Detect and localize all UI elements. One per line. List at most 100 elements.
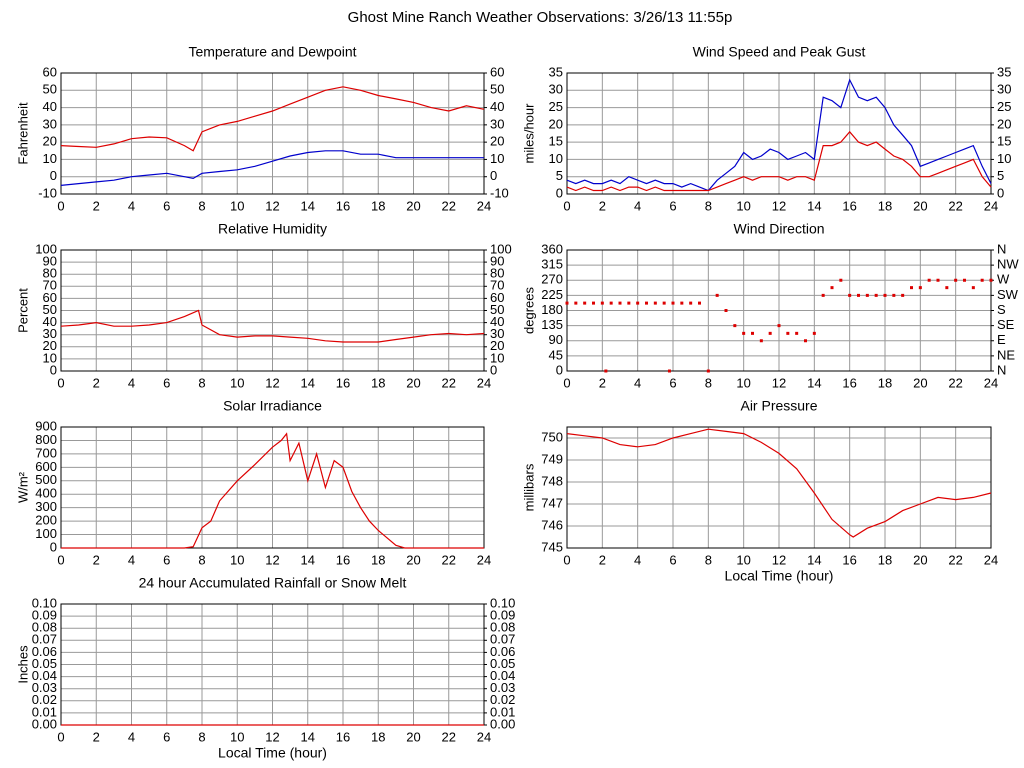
- y-tick-label: 400: [35, 486, 57, 501]
- y2-tick-label: 90: [490, 254, 504, 269]
- y2-tick-label: 25: [997, 99, 1011, 114]
- y2-tick-label: 40: [490, 314, 504, 329]
- x-tick-label: 20: [406, 729, 420, 744]
- y-tick-label: 748: [541, 473, 563, 488]
- y-tick-label: 0.03: [32, 680, 57, 695]
- chart-title: Wind Speed and Peak Gust: [693, 44, 866, 60]
- y-tick-label: -10: [38, 185, 57, 200]
- x-tick-label: 24: [984, 198, 998, 213]
- x-tick-label: 8: [198, 729, 205, 744]
- x-axis-label: Local Time (hour): [725, 568, 834, 584]
- x-tick-label: 2: [599, 198, 606, 213]
- x-tick-label: 2: [93, 375, 100, 390]
- y-tick-label: 80: [43, 266, 57, 281]
- x-axis-label: Local Time (hour): [218, 745, 327, 761]
- series-line: [60, 86, 485, 152]
- y-tick-label: 360: [541, 241, 563, 256]
- x-tick-label: 22: [948, 552, 962, 567]
- y-tick-label: 90: [43, 254, 57, 269]
- x-tick-label: 20: [913, 552, 927, 567]
- y2-tick-label: 30: [490, 116, 504, 131]
- x-tick-label: 22: [442, 552, 456, 567]
- point: [609, 301, 613, 305]
- y2-tick-label: 100: [490, 241, 512, 256]
- y2-tick-label: NE: [997, 347, 1015, 362]
- x-tick-label: 6: [163, 375, 170, 390]
- plot-frame: [60, 426, 485, 549]
- x-tick-label: 24: [477, 198, 491, 213]
- y-tick-label: 45: [549, 347, 563, 362]
- x-tick-label: 14: [301, 729, 315, 744]
- y-tick-label: 225: [541, 287, 563, 302]
- y2-tick-label: SE: [997, 317, 1015, 332]
- point: [865, 293, 869, 297]
- plot-frame: [60, 72, 485, 195]
- x-tick-label: 24: [984, 552, 998, 567]
- y-tick-label: 20: [549, 116, 563, 131]
- point: [874, 293, 878, 297]
- y-tick-label: 100: [35, 241, 57, 256]
- x-tick-label: 22: [442, 375, 456, 390]
- y-tick-label: 900: [35, 418, 57, 433]
- y-tick-label: 30: [43, 326, 57, 341]
- x-tick-label: 20: [913, 198, 927, 213]
- y-tick-label: 0.02: [32, 692, 57, 707]
- y-tick-label: 0: [50, 362, 57, 377]
- y-tick-label: 500: [35, 472, 57, 487]
- point: [618, 301, 622, 305]
- point: [592, 301, 595, 305]
- x-tick-label: 4: [128, 552, 135, 567]
- x-tick-label: 0: [563, 552, 570, 567]
- x-tick-label: 8: [198, 552, 205, 567]
- x-tick-label: 18: [371, 198, 385, 213]
- y-axis-label: millibars: [521, 463, 536, 511]
- x-tick-label: 14: [301, 552, 315, 567]
- point: [971, 286, 975, 290]
- y2-tick-label: 20: [490, 338, 504, 353]
- y2-tick-label: 60: [490, 290, 504, 305]
- x-tick-label: 8: [705, 198, 712, 213]
- y-tick-label: 5: [556, 168, 563, 183]
- plot-frame: [566, 426, 992, 549]
- x-tick-label: 4: [634, 375, 641, 390]
- y-tick-label: 0.06: [32, 644, 57, 659]
- x-tick-label: 10: [230, 552, 244, 567]
- y2-tick-label: 0: [997, 185, 1004, 200]
- point: [804, 339, 807, 343]
- y2-tick-label: 0.04: [490, 668, 515, 683]
- x-tick-label: 16: [336, 729, 350, 744]
- point: [883, 293, 887, 297]
- point: [777, 324, 781, 328]
- y2-tick-label: SW: [997, 287, 1019, 302]
- y-tick-label: 0.08: [32, 620, 57, 635]
- y-tick-label: 0: [50, 168, 57, 183]
- y2-tick-label: N: [997, 241, 1006, 256]
- x-tick-label: 8: [198, 198, 205, 213]
- x-tick-label: 8: [198, 375, 205, 390]
- y-tick-label: 10: [43, 151, 57, 166]
- y-tick-label: 746: [541, 517, 563, 532]
- x-tick-label: 14: [301, 198, 315, 213]
- y-tick-label: 0.00: [32, 716, 57, 731]
- x-tick-label: 2: [93, 198, 100, 213]
- x-tick-label: 12: [265, 375, 279, 390]
- x-tick-label: 18: [878, 198, 892, 213]
- y-tick-label: 749: [541, 451, 563, 466]
- y-tick-label: 800: [35, 432, 57, 447]
- x-tick-label: 12: [772, 198, 786, 213]
- page-title: Ghost Mine Ranch Weather Observations: 3…: [348, 9, 733, 26]
- y-tick-label: 40: [43, 314, 57, 329]
- series-line: [566, 78, 992, 192]
- x-tick-label: 14: [807, 375, 821, 390]
- point: [653, 301, 657, 305]
- y2-tick-label: W: [997, 272, 1010, 287]
- x-tick-label: 18: [371, 375, 385, 390]
- x-tick-label: 0: [563, 375, 570, 390]
- y-axis-label: Percent: [15, 288, 30, 333]
- x-tick-label: 18: [371, 729, 385, 744]
- x-tick-label: 6: [163, 198, 170, 213]
- y-tick-label: 15: [549, 134, 563, 149]
- y2-tick-label: 20: [490, 134, 504, 149]
- y-tick-label: 180: [541, 302, 563, 317]
- y-tick-label: 0: [556, 362, 563, 377]
